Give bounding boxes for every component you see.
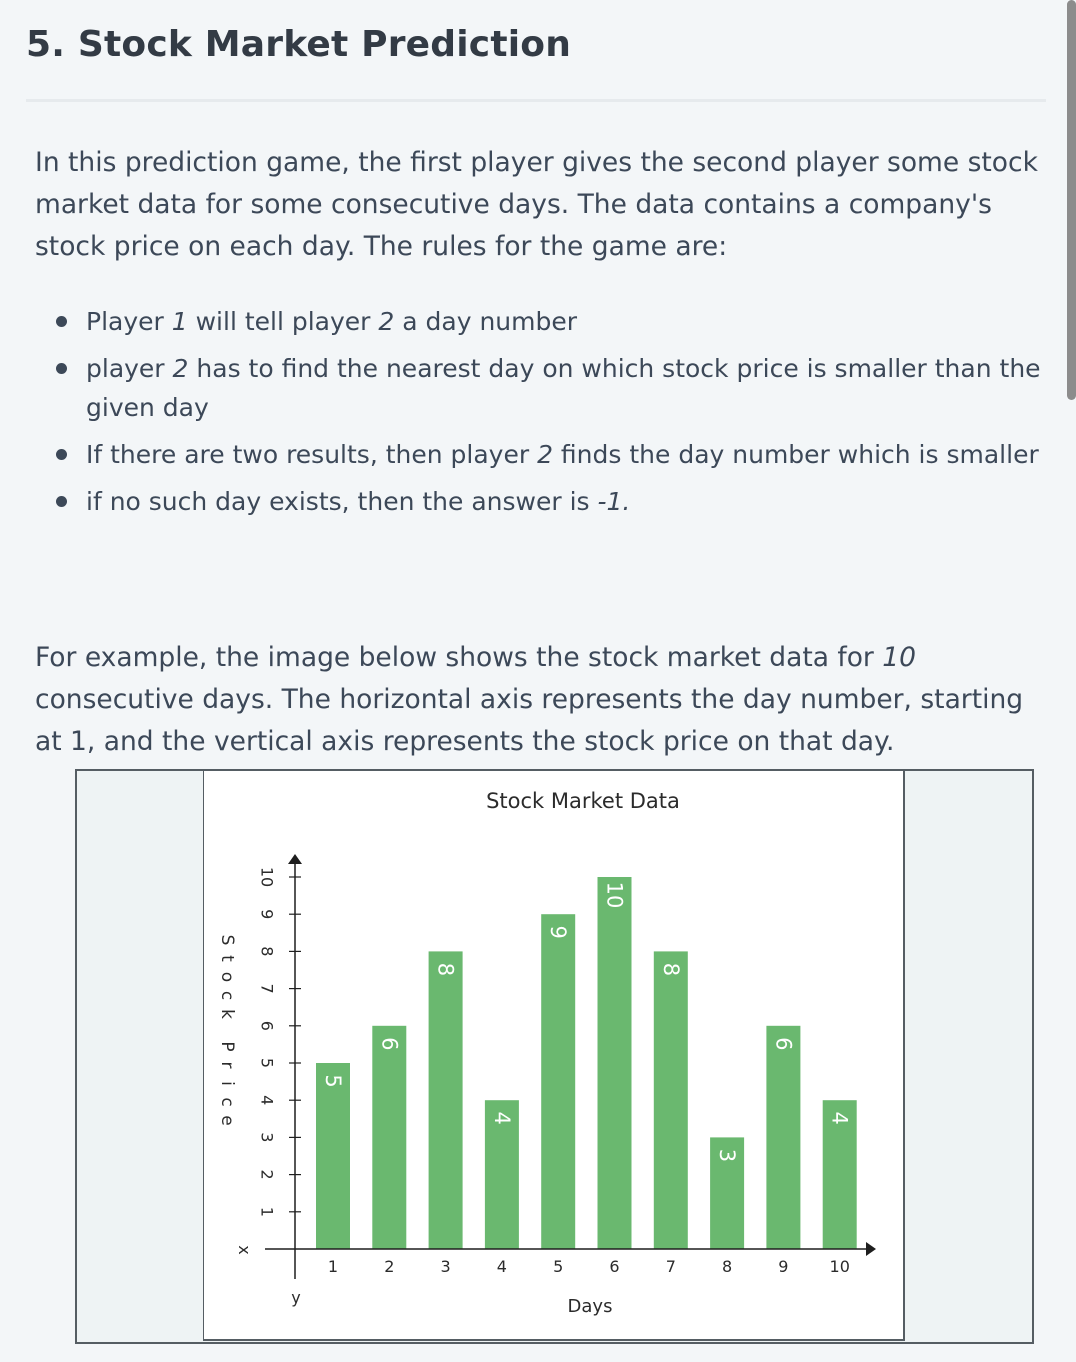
y-tick-label: 3 [258, 1132, 277, 1142]
y-tick-label: 7 [258, 984, 277, 994]
bar-value-label: 10 [603, 882, 627, 909]
y-axis-arrow-icon [288, 854, 302, 864]
y-tick-label: 2 [258, 1170, 277, 1180]
y-axis-letter: y [291, 1288, 300, 1307]
rule-item: player 2 has to find the nearest day on … [52, 349, 1042, 427]
bar-value-label: 4 [828, 1112, 852, 1125]
example-text: For example, the image below shows the s… [35, 642, 883, 673]
scrollbar-thumb[interactable] [1067, 0, 1076, 400]
y-tick-label: 1 [258, 1207, 277, 1217]
axes-group: 1 2 3 4 5 6 7 8 9 10 1 2 3 4 5 6 7 8 9 10 [258, 854, 876, 1279]
y-axis-label-char: S [217, 935, 237, 946]
bar-value-label: 5 [321, 1074, 345, 1087]
example-em: 10 [882, 642, 916, 673]
bar-value-label: 6 [771, 1037, 795, 1050]
bullet-icon [56, 449, 67, 460]
intro-paragraph: In this prediction game, the first playe… [35, 147, 1038, 262]
rule-text: if no such day exists, then the answer i… [86, 487, 598, 516]
x-tick-label: 2 [384, 1257, 394, 1276]
chart-title: Stock Market Data [486, 789, 680, 813]
rule-em: 2 [172, 354, 189, 383]
rules-list: Player 1 will tell player 2 a day number… [52, 302, 1042, 529]
title-divider [26, 99, 1046, 102]
x-tick-label: 6 [609, 1257, 619, 1276]
bar-day-8 [710, 1137, 745, 1249]
y-axis-label-char: e [217, 1115, 237, 1125]
x-axis-arrow-icon [866, 1242, 876, 1256]
y-tick-label: 6 [258, 1021, 277, 1031]
bar-value-label: 9 [546, 926, 570, 939]
bar-value-label: 6 [377, 1037, 401, 1050]
y-axis-label-char: o [217, 972, 237, 982]
rule-em: 2 [537, 440, 553, 469]
y-tick-label: 8 [258, 946, 277, 956]
rule-item: Player 1 will tell player 2 a day number [52, 302, 1042, 341]
bullet-icon [56, 316, 67, 327]
y-axis-label-char: k [217, 1009, 237, 1019]
page-title: 5. Stock Market Prediction [26, 24, 572, 65]
bar-value-label: 3 [715, 1149, 739, 1162]
bar-value-label: 8 [434, 963, 458, 976]
rule-text: Player [86, 307, 172, 336]
rule-item: If there are two results, then player 2 … [52, 435, 1042, 474]
rule-text: If there are two results, then player [86, 440, 538, 469]
x-tick-label: 7 [666, 1257, 676, 1276]
y-axis-label-char: c [217, 991, 237, 1000]
bar-day-5 [541, 914, 576, 1249]
bullet-icon [56, 363, 67, 374]
x-tick-label: 4 [497, 1257, 507, 1276]
y-tick-label: 10 [258, 867, 277, 887]
x-tick-label: 5 [553, 1257, 563, 1276]
bar-day-3 [428, 951, 463, 1249]
bar-value-label: 8 [659, 963, 683, 976]
bar-day-7 [653, 951, 688, 1249]
x-tick-label: 8 [722, 1257, 732, 1276]
example-paragraph: For example, the image below shows the s… [35, 637, 1045, 763]
bar-day-6 [597, 877, 632, 1249]
x-axis-label: Days [568, 1296, 613, 1317]
rule-text: player [86, 354, 173, 383]
bar-day-4 [484, 1100, 519, 1249]
y-axis-label-char: c [217, 1097, 237, 1106]
bars-group: 5 6 8 4 9 10 8 3 6 4 [316, 877, 857, 1249]
rule-text: finds the day number which is smaller [552, 440, 1039, 469]
y-axis-label-char: P [217, 1041, 237, 1051]
y-axis-label-char: r [217, 1062, 237, 1069]
x-tick-label: 3 [441, 1257, 451, 1276]
rule-text: has to find the nearest day on which sto… [86, 354, 1041, 422]
x-tick-label: 10 [830, 1257, 850, 1276]
rule-item: if no such day exists, then the answer i… [52, 482, 1042, 521]
bar-day-9 [766, 1025, 801, 1249]
rule-em: -1. [597, 487, 631, 516]
bar-value-label: 4 [490, 1112, 514, 1125]
rule-text: will tell player [187, 307, 379, 336]
bar-day-1 [316, 1063, 350, 1249]
y-axis-label-char: i [217, 1081, 237, 1086]
rule-text: a day number [394, 307, 578, 336]
rule-em: 1 [171, 307, 188, 336]
y-tick-label: 4 [258, 1095, 277, 1105]
x-axis-letter: x [235, 1245, 254, 1254]
x-tick-label: 9 [778, 1257, 788, 1276]
x-tick-label: 1 [328, 1257, 338, 1276]
y-tick-label: 9 [258, 909, 277, 919]
bar-day-10 [822, 1100, 857, 1249]
bullet-icon [56, 496, 67, 507]
rule-em: 2 [378, 307, 395, 336]
y-tick-label: 5 [258, 1058, 277, 1068]
example-text: consecutive days. The horizontal axis re… [35, 684, 1024, 757]
y-axis-label-char: t [217, 955, 237, 962]
bar-day-2 [372, 1025, 407, 1249]
